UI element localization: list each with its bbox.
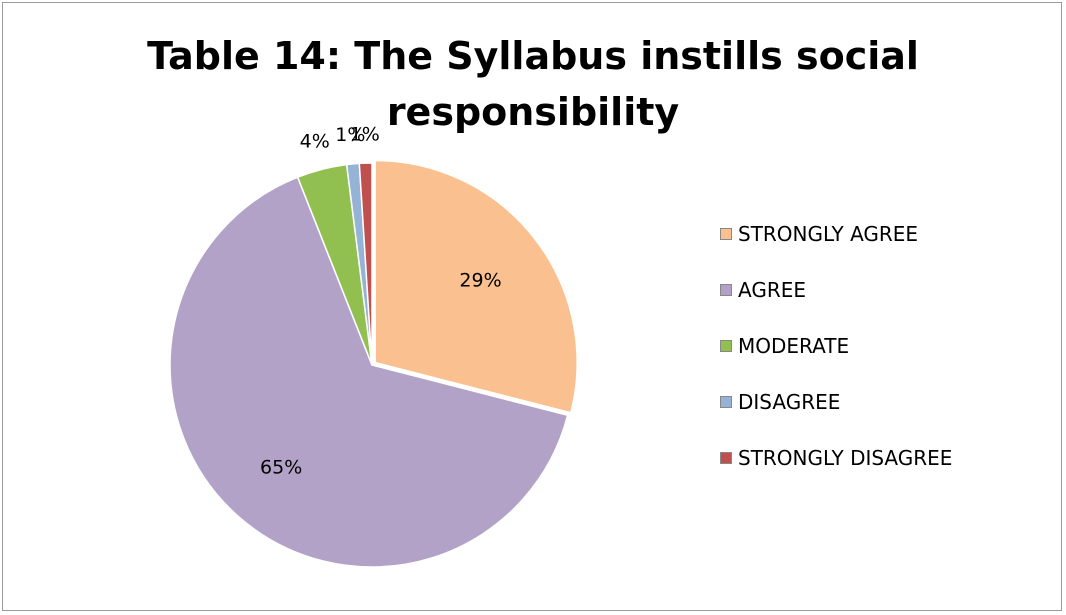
chart-title-line-1: Table 14: The Syllabus instills social — [147, 34, 919, 78]
pie-slice-strongly-agree — [374, 159, 578, 414]
data-label-moderate: 4% — [300, 130, 330, 152]
legend-label-strongly-agree: STRONGLY AGREE — [738, 222, 919, 246]
legend-label-agree: AGREE — [738, 278, 806, 302]
legend-item-disagree: DISAGREE — [720, 374, 952, 430]
legend-swatch-agree — [720, 284, 732, 296]
legend-swatch-moderate — [720, 340, 732, 352]
data-label-agree: 65% — [260, 457, 302, 479]
legend-swatch-strongly-disagree — [720, 452, 732, 464]
legend-label-moderate: MODERATE — [738, 334, 850, 358]
pie-slice-agree — [169, 176, 569, 568]
chart-title-line-2: responsibility — [386, 90, 680, 134]
data-label-strongly-agree: 29% — [459, 269, 501, 291]
legend-item-strongly-disagree: STRONGLY DISAGREE — [720, 430, 952, 486]
pie-slice-strongly-disagree — [358, 162, 373, 366]
data-label-disagree: 1% — [335, 124, 365, 146]
legend-item-strongly-agree: STRONGLY AGREE — [720, 206, 952, 262]
chart-title: Table 14: The Syllabus instills social r… — [0, 28, 1066, 140]
legend-swatch-strongly-agree — [720, 228, 732, 240]
data-label-strongly-disagree: 1% — [350, 123, 380, 145]
chart-legend: STRONGLY AGREE AGREE MODERATE DISAGREE S… — [720, 206, 952, 486]
legend-label-disagree: DISAGREE — [738, 390, 841, 414]
legend-swatch-disagree — [720, 396, 732, 408]
legend-label-strongly-disagree: STRONGLY DISAGREE — [738, 446, 953, 470]
legend-item-moderate: MODERATE — [720, 318, 952, 374]
legend-item-agree: AGREE — [720, 262, 952, 318]
pie-data-labels: 29%65%4% 1%1% — [260, 123, 502, 478]
pie-slices — [169, 159, 578, 568]
